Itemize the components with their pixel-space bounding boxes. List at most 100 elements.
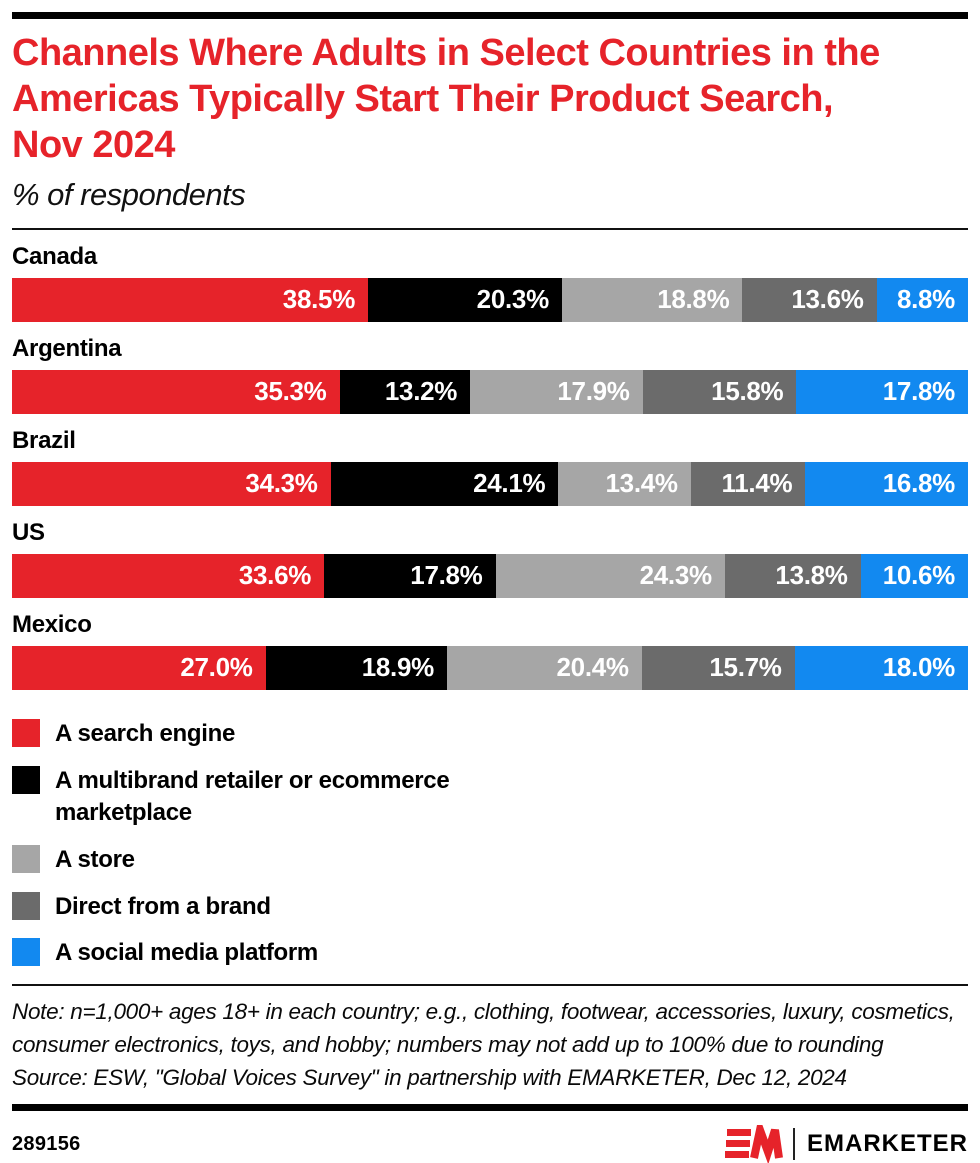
chart-source: Source: ESW, "Global Voices Survey" in p…: [12, 1064, 847, 1090]
segment-value: 13.2%: [384, 376, 458, 407]
bar-segment: 13.2%: [339, 369, 471, 414]
header-divider: [12, 227, 968, 230]
segment-value: 24.3%: [639, 560, 713, 591]
chart-legend: A search engine A multibrand retailer or …: [12, 718, 968, 969]
segment-value: 17.8%: [410, 560, 483, 591]
legend-label: A multibrand retailer or ecommerce marke…: [55, 766, 450, 826]
segment-value: 20.4%: [556, 652, 630, 683]
segment-value: 13.4%: [605, 468, 679, 499]
legend-label: A social media platform: [55, 939, 318, 967]
chart-row: Mexico 27.0% 18.9% 20.4% 15.7% 18.0%: [12, 611, 968, 690]
bar-segment: 17.9%: [470, 369, 643, 414]
chart-subtitle: % of respondents: [12, 176, 246, 212]
bar-segment: 35.3%: [12, 369, 340, 414]
chart-note: Note: n=1,000+ ages 18+ in each country;…: [12, 999, 955, 1057]
bar-segment: 17.8%: [796, 369, 968, 414]
segment-value: 35.3%: [254, 376, 327, 407]
segment-value: 11.4%: [721, 468, 793, 499]
chart-row: Canada 38.5% 20.3% 18.8% 13.6% 8.8%: [12, 243, 968, 322]
bar-segment: 16.8%: [805, 461, 968, 506]
stacked-bar: 27.0% 18.9% 20.4% 15.7% 18.0%: [12, 645, 968, 690]
legend-item: A search engine: [12, 718, 968, 750]
bar-segment: 18.8%: [561, 277, 743, 322]
segment-value: 20.3%: [476, 284, 550, 315]
legend-swatch: [12, 891, 40, 920]
legend-item: A store: [12, 844, 968, 876]
brand-name: EMARKETER: [806, 1130, 968, 1158]
chart: Canada 38.5% 20.3% 18.8% 13.6% 8.8% Argentina 3…: [12, 243, 968, 690]
bar-segment: 24.1%: [330, 461, 559, 506]
footnote-block: Note: n=1,000+ ages 18+ in each country;…: [12, 996, 968, 1094]
bar-segment: 15.7%: [641, 645, 795, 690]
bar-segment: 13.4%: [558, 461, 691, 506]
bar-segment: 17.8%: [324, 553, 496, 598]
footer: 289156 EMARKETER: [12, 1125, 968, 1163]
bar-segment: 27.0%: [12, 645, 266, 690]
segment-value: 17.9%: [557, 376, 630, 407]
emarketer-brand: EMARKETER: [724, 1125, 968, 1163]
segment-value: 10.6%: [882, 560, 956, 591]
country-label: Argentina: [12, 334, 122, 362]
bar-segment: 13.6%: [742, 277, 877, 322]
bar-segment: 20.4%: [446, 645, 642, 690]
bar-segment: 20.3%: [368, 277, 562, 322]
country-label: Mexico: [12, 610, 92, 638]
bar-segment: 33.6%: [12, 553, 325, 598]
emarketer-logo-icon: [724, 1125, 783, 1163]
chart-row: Brazil 34.3% 24.1% 13.4% 11.4% 16.8%: [12, 427, 968, 506]
bar-segment: 11.4%: [690, 461, 806, 506]
chart-row: US 33.6% 17.8% 24.3% 13.8% 10.6%: [12, 519, 968, 598]
bar-segment: 34.3%: [12, 461, 331, 506]
legend-label: Direct from a brand: [55, 892, 271, 920]
segment-value: 17.8%: [882, 376, 956, 407]
title-line-2: Americas Typically Start Their Product S…: [12, 77, 834, 120]
segment-value: 16.8%: [882, 468, 956, 499]
segment-value: 18.9%: [361, 652, 435, 683]
logo-divider: [792, 1128, 795, 1161]
segment-value: 8.8%: [896, 284, 955, 315]
bar-segment: 13.8%: [724, 553, 861, 598]
segment-value: 18.0%: [882, 652, 956, 683]
legend-swatch: [12, 765, 40, 794]
segment-value: 13.8%: [775, 560, 848, 591]
segment-value: 13.6%: [791, 284, 864, 315]
stacked-bar: 33.6% 17.8% 24.3% 13.8% 10.6%: [12, 553, 968, 598]
segment-value: 33.6%: [238, 560, 312, 591]
bar-segment: 10.6%: [860, 553, 968, 598]
legend-swatch: [12, 844, 40, 873]
legend-swatch: [12, 938, 40, 967]
legend-item: A social media platform: [12, 937, 968, 969]
bar-segment: 8.8%: [876, 277, 968, 322]
segment-value: 15.7%: [709, 652, 782, 683]
footnote-divider: [12, 984, 968, 987]
stacked-bar: 38.5% 20.3% 18.8% 13.6% 8.8%: [12, 277, 968, 322]
segment-value: 27.0%: [180, 652, 253, 683]
title-line-3: Nov 2024: [12, 123, 175, 166]
segment-value: 24.1%: [473, 468, 546, 499]
segment-value: 15.8%: [711, 376, 784, 407]
chart-row: Argentina 35.3% 13.2% 17.9% 15.8% 17.8%: [12, 335, 968, 414]
chart-id: 289156: [12, 1132, 81, 1155]
bottom-rule: [12, 1104, 968, 1112]
country-label: Canada: [12, 242, 97, 270]
stacked-bar: 34.3% 24.1% 13.4% 11.4% 16.8%: [12, 461, 968, 506]
legend-item: A multibrand retailer or ecommerce marke…: [12, 765, 968, 829]
bar-segment: 24.3%: [495, 553, 725, 598]
legend-label: A store: [55, 845, 135, 873]
legend-swatch: [12, 718, 40, 747]
bar-segment: 18.0%: [794, 645, 968, 690]
bar-segment: 15.8%: [642, 369, 797, 414]
page-title: Channels Where Adults in Select Countrie…: [12, 31, 968, 169]
top-rule: [12, 12, 968, 19]
legend-label: A search engine: [55, 719, 236, 747]
country-label: US: [12, 518, 45, 546]
legend-item: Direct from a brand: [12, 891, 968, 923]
title-line-1: Channels Where Adults in Select Countrie…: [12, 32, 880, 74]
segment-value: 18.8%: [657, 284, 730, 315]
bar-segment: 38.5%: [12, 277, 369, 322]
bar-segment: 18.9%: [265, 645, 447, 690]
country-label: Brazil: [12, 426, 76, 454]
chart-page: Channels Where Adults in Select Countrie…: [0, 12, 980, 1163]
segment-value: 34.3%: [245, 468, 318, 499]
stacked-bar: 35.3% 13.2% 17.9% 15.8% 17.8%: [12, 369, 968, 414]
